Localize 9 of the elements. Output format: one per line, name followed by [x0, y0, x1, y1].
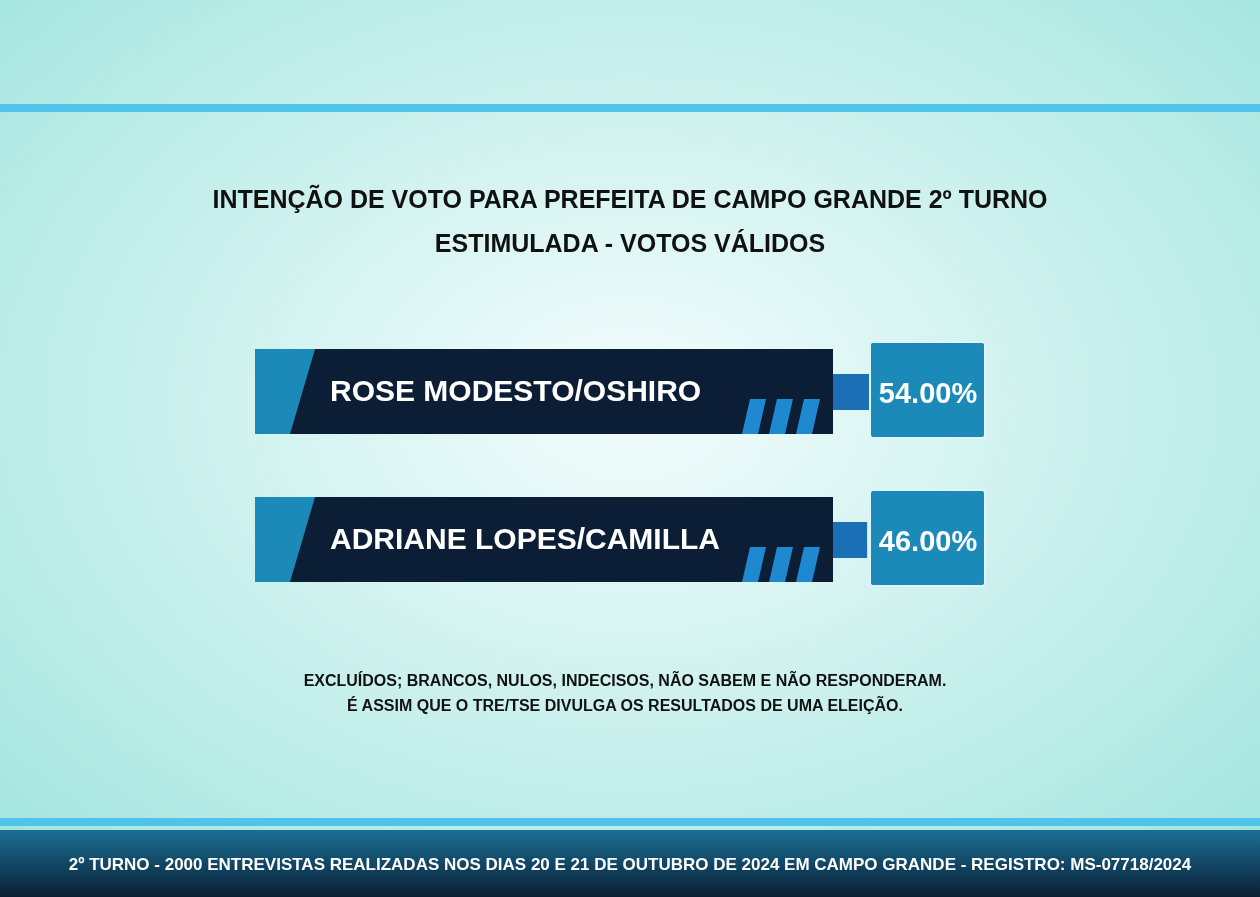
text: ESTIMULADA - VOTOS VÁLIDOS	[434, 229, 826, 257]
category-label: ROSE MODESTO/OSHIRO	[330, 374, 702, 407]
category-label: ADRIANE LOPES/CAMILLA	[330, 522, 720, 555]
text: EXCLUÍDOS; BRANCOS, NULOS, INDECISOS, NÃO SABEM E NÃO RESPONDERAM.	[303, 670, 947, 689]
text: 2º TURNO - 2000 ENTREVISTAS REALIZADAS NOS DIAS 20 E 21 DE OUTUBRO DE 2024 EM CAMPO GRANDE - REGISTRO: MS-07718/2024	[68, 855, 1192, 874]
text: INTENÇÃO DE VOTO PARA PREFEITA DE CAMPO GRANDE 2º TURNO	[212, 184, 1048, 213]
data-label: 54.00%	[878, 377, 978, 409]
text: É ASSIM QUE O TRE/TSE DIVULGA OS RESULTADOS DE UMA ELEIÇÃO.	[347, 695, 903, 714]
data-label: 46.00%	[878, 525, 978, 557]
